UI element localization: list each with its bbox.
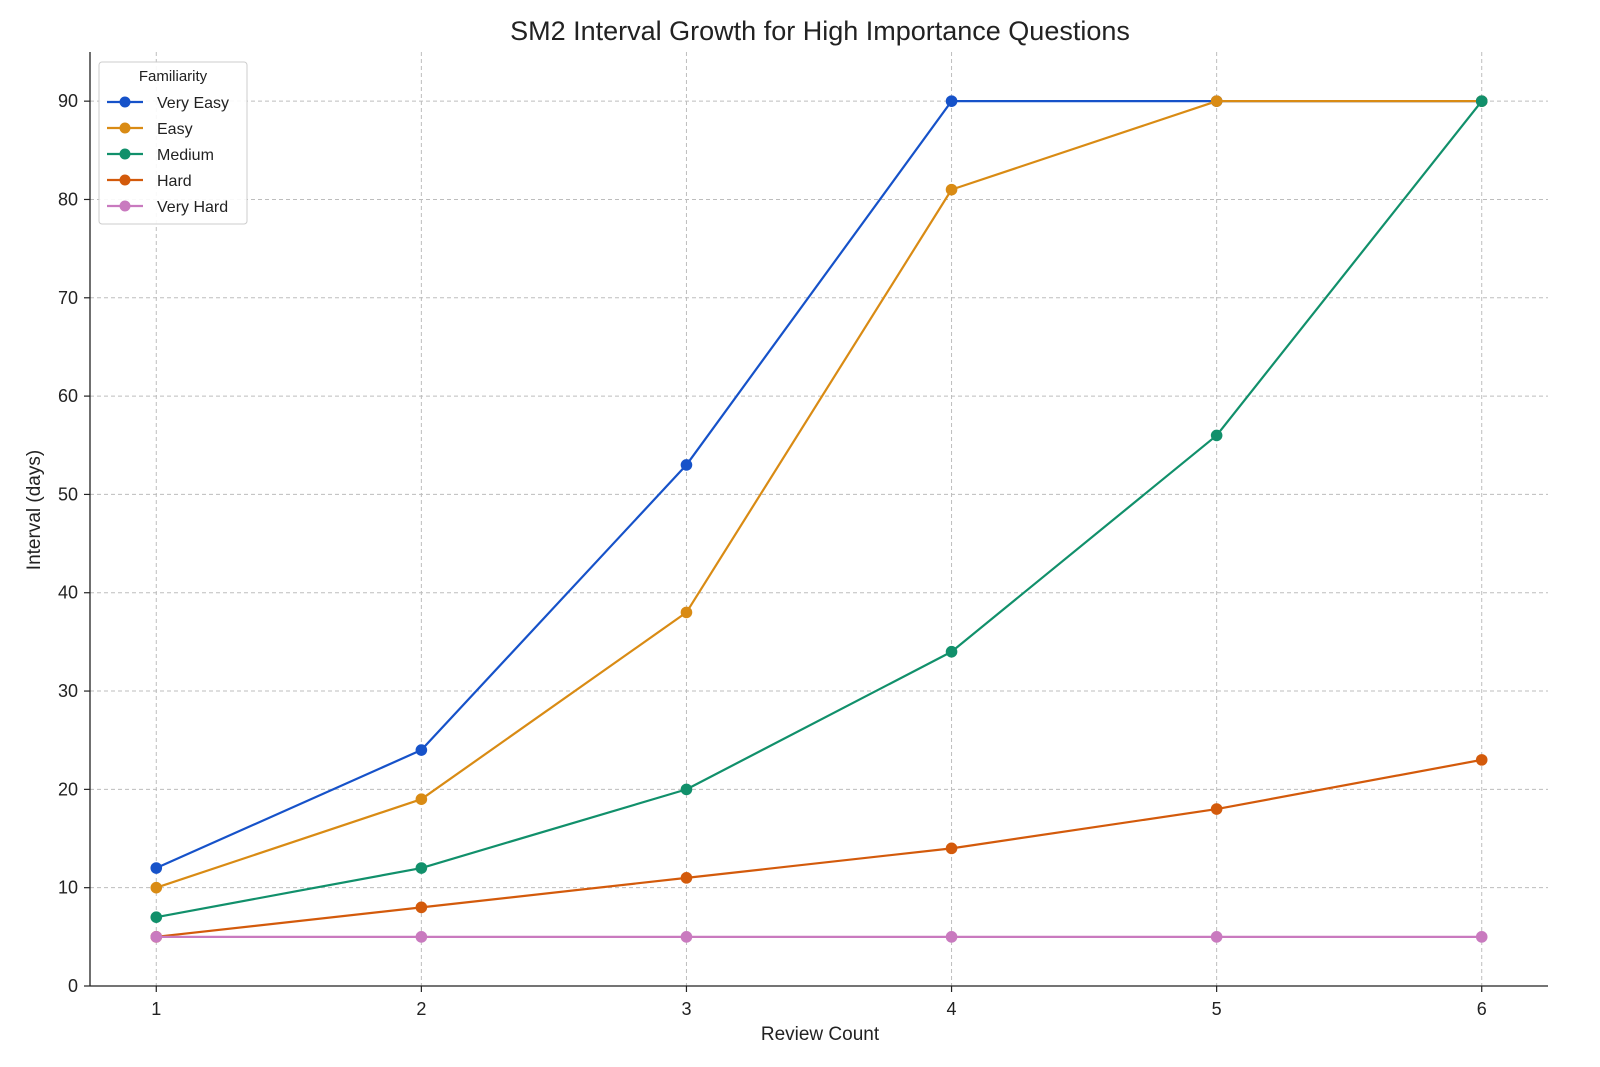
legend-label: Very Hard [157, 199, 228, 216]
y-tick-label: 30 [58, 681, 78, 701]
x-tick-label: 2 [416, 999, 426, 1019]
series-line-easy [155, 100, 1482, 889]
data-point-hard [1210, 803, 1223, 815]
chart-title: SM2 Interval Growth for High Importance … [510, 16, 1130, 46]
data-point-very-easy [415, 744, 428, 756]
legend-swatch-marker [119, 148, 131, 160]
data-point-medium [150, 911, 163, 923]
data-point-easy [415, 793, 428, 805]
series-line-medium [156, 100, 1483, 919]
legend-swatch-marker [119, 174, 131, 186]
data-point-medium [945, 645, 958, 658]
legend-label: Medium [157, 147, 214, 164]
data-point-medium [1475, 95, 1488, 107]
legend-item-hard: Hard [107, 173, 192, 190]
series-line-hard [156, 758, 1482, 938]
x-tick-label: 5 [1212, 999, 1222, 1019]
x-tick-label: 1 [151, 999, 161, 1019]
series-very-hard [150, 931, 1488, 943]
series-medium [150, 95, 1488, 923]
legend-label: Very Easy [157, 95, 229, 112]
y-tick-label: 0 [68, 976, 78, 996]
axes [84, 52, 1548, 992]
legend-label: Easy [157, 121, 193, 138]
data-point-hard [945, 842, 958, 855]
data-point-easy [150, 881, 163, 894]
y-tick-label: 60 [58, 386, 78, 406]
legend-item-very-hard: Very Hard [107, 199, 228, 216]
y-tick-label: 40 [58, 583, 78, 603]
series-very-easy [150, 95, 1488, 874]
legend-swatch-marker [119, 122, 131, 134]
legend-swatch-marker [119, 96, 131, 108]
data-point-medium [680, 783, 693, 796]
data-point-very-easy [680, 459, 693, 471]
legend-swatch-marker [119, 200, 131, 212]
data-point-very-hard [415, 931, 428, 943]
y-tick-label: 80 [58, 189, 78, 209]
data-point-very-hard [945, 931, 958, 943]
data-point-easy [1210, 95, 1223, 107]
x-tick-label: 6 [1477, 999, 1487, 1019]
y-tick-label: 20 [58, 779, 78, 799]
data-point-easy [680, 606, 693, 619]
data-point-easy [945, 183, 958, 196]
y-tick-label: 50 [58, 484, 78, 504]
data-point-medium [1210, 429, 1223, 442]
x-axis-label: Review Count [761, 1024, 880, 1045]
grid-lines [90, 52, 1548, 986]
data-point-very-hard [1210, 931, 1223, 943]
data-point-very-hard [1475, 931, 1488, 943]
x-tick-label: 3 [681, 999, 691, 1019]
legend: Familiarity Very Easy Easy Medium Hard Very H… [98, 61, 248, 225]
legend-item-medium: Medium [107, 147, 214, 164]
data-point-hard [1475, 754, 1488, 766]
x-tick-label: 4 [947, 999, 957, 1019]
y-tick-label: 90 [58, 91, 78, 111]
legend-title: Familiarity [139, 68, 208, 85]
series-line-very-easy [155, 100, 1482, 870]
data-point-very-easy [945, 95, 958, 107]
legend-item-very-easy: Very Easy [107, 95, 229, 112]
data-point-very-hard [680, 931, 693, 943]
y-axis-label: Interval (days) [24, 450, 45, 570]
data-point-hard [680, 872, 693, 884]
data-point-hard [415, 901, 428, 914]
data-point-medium [415, 862, 428, 874]
data-point-very-easy [150, 862, 163, 874]
y-tick-label: 10 [58, 878, 78, 898]
y-tick-label: 70 [58, 288, 78, 308]
legend-item-easy: Easy [107, 121, 193, 138]
legend-label: Hard [157, 173, 192, 190]
series-lines [150, 95, 1488, 943]
data-point-very-hard [150, 931, 163, 943]
